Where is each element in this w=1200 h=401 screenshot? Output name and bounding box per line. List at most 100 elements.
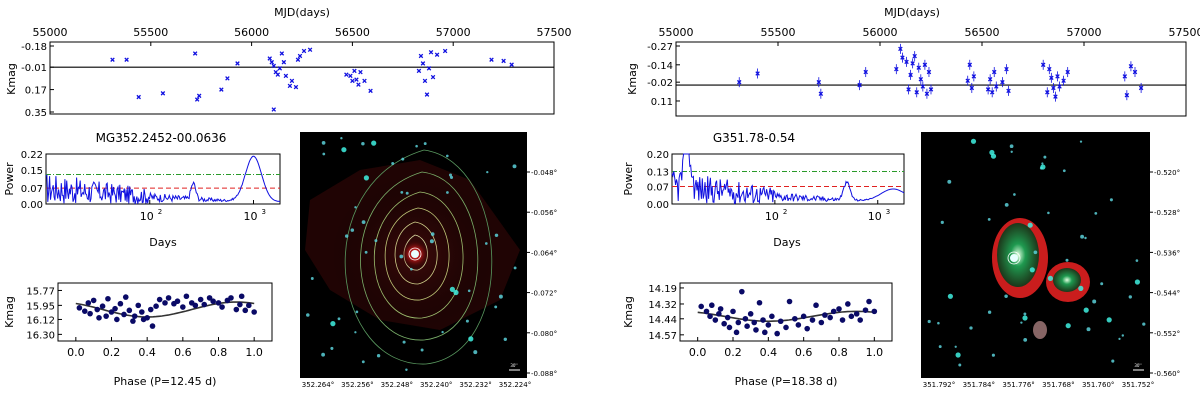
left-lightcurve-xtick-label: 55000 [33,26,68,39]
right-phased-xlabel: Phase (P=18.38 d) [735,375,838,388]
right-image-xtick-label: 351.768° [1042,381,1074,389]
left-lightcurve-point [509,62,514,67]
left-image-star [513,266,517,270]
left-phased-point [242,307,249,314]
right-lightcurve-ytick-label: -0.02 [647,78,673,89]
right-image-star [1135,259,1139,262]
right-phased-point [733,329,740,336]
right-image-xtick-label: 351.752° [1122,381,1154,389]
right-image-star [927,319,931,324]
left-periodogram-ytick-label: 0.15 [21,166,43,177]
right-lightcurve-point [1065,69,1070,75]
right-phased-point [813,302,819,309]
left-lightcurve-point [416,68,422,74]
left-image-star [341,147,347,153]
left-image-ytick-label: -0.048° [531,169,557,177]
right-periodogram-ytick-label: 0.20 [647,150,669,161]
left-image-star [430,232,435,236]
left-lightcurve-point [297,53,303,59]
left-image-star [410,267,413,271]
left-image-ytick-label: -0.064° [531,249,557,257]
right-periodogram-xtick-label: 10 [765,210,779,223]
left-phased-point [87,310,93,317]
right-lightcurve-point [912,53,917,59]
left-lightcurve-point [287,83,293,89]
right-phased-xtick-label: 0.8 [830,346,848,359]
left-image-stars [306,137,517,372]
left-image-star [310,277,314,280]
right-image-star [954,345,957,348]
right-image-star [1027,222,1033,228]
left-image-ytick-label: -0.072° [531,290,557,298]
right-lightcurve-point [736,79,742,85]
left-phased-point [114,316,120,323]
right-image: 30'' -0.520° -0.528° -0.536° -0.544° -0.552°… [921,132,1180,389]
right-periodogram-xtick-label: 10 [868,210,882,223]
left-image: 30'' -0.048° -0.056° -0.064° -0.072° -0.080°… [300,132,557,389]
right-phased-point [769,313,775,320]
left-lightcurve-point [279,51,285,56]
right-lightcurve-point [918,77,924,82]
left-lightcurve-point [194,97,200,102]
right-phased-point [845,301,851,307]
left-image-star [364,250,368,254]
right-image-stars [927,138,1146,367]
left-image-xtick-label: 352.256° [341,381,373,389]
right-image-star [1013,193,1016,196]
left-image-star [361,360,365,364]
left-phased-point [210,298,216,305]
right-phased-point [721,320,727,327]
right-periodogram-frame [671,153,905,205]
left-lightcurve-point [368,88,373,94]
left-periodogram-xtick-label: 10 [244,210,258,223]
right-image-star [969,326,973,330]
right-image-star [1142,322,1146,326]
right-image-star [1118,337,1121,341]
right-phased-point [717,306,724,312]
right-phased-xtick-label: 0.0 [689,346,707,359]
right-lightcurve-point [908,72,913,78]
right-lightcurve-point [987,77,993,82]
left-phased-point [197,296,204,303]
left-phased-point [228,295,234,301]
left-phased-point [105,295,111,302]
left-image-star [429,239,434,244]
left-lightcurve-point [418,53,424,59]
right-lightcurve-point [926,69,932,75]
left-image-star [467,289,471,293]
left-periodogram-xtick-exponent: 3 [262,208,266,216]
right-lightcurve-point [1061,78,1066,83]
right-periodogram-ylabel: Power [622,162,635,196]
right-image-star [1083,307,1089,313]
right-lightcurve-point [1049,75,1054,81]
right-lightcurve-point [989,90,995,95]
left-phased-point [103,313,109,319]
left-periodogram-xtick-exponent: 2 [158,208,162,216]
left-image-star [420,348,424,352]
right-image-star [1065,258,1069,262]
right-phased-xtick-label: 0.4 [760,346,778,359]
right-phased-point [751,319,757,326]
left-image-star [371,140,377,146]
right-phased-point [804,325,810,332]
right-lightcurve-point [965,78,970,83]
right-image-star [947,293,954,299]
right-phased-ylabel: Kmag [622,296,635,328]
left-lightcurve-point [271,63,277,69]
right-phased-point [744,323,750,329]
left-lightcurve-point [277,66,283,71]
left-lightcurve-point [283,73,289,79]
left-phased-point [219,304,225,310]
left-image-star [441,330,444,334]
right-phased-xtick-label: 1.0 [866,346,884,359]
left-phased-ytick-label: 15.77 [26,286,55,297]
right-phased-xtick-label: 0.6 [795,346,813,359]
left-phased-point [180,304,186,310]
left-lightcurve-ytick-label: -0.18 [21,42,47,53]
left-image-xtick-label: 352.248° [381,381,413,389]
right-phased-point [777,318,784,325]
left-lightcurve-point [275,72,281,77]
right-image-star [1128,295,1132,299]
right-lightcurve-point [906,87,911,92]
left-image-star [354,331,357,334]
